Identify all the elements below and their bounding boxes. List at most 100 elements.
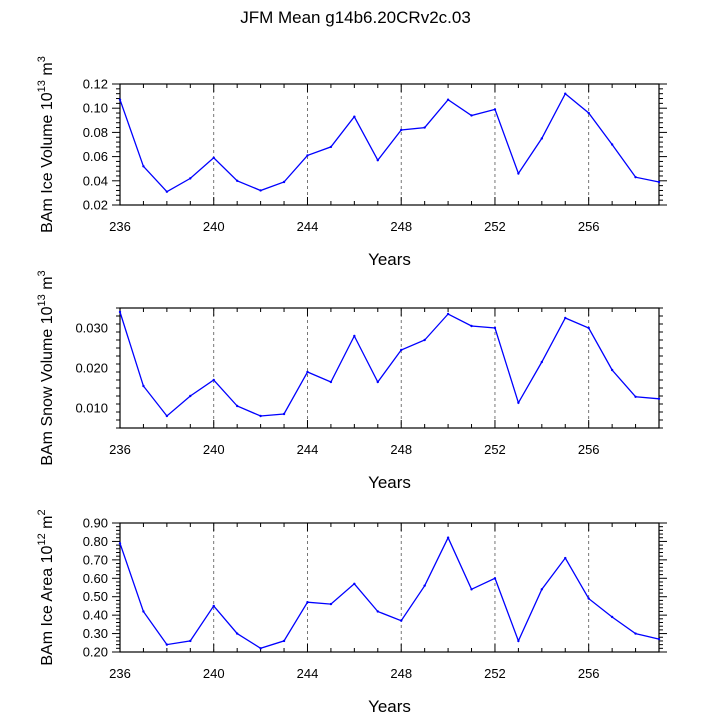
data-point [657,637,661,641]
data-point [587,326,590,330]
data-point [282,180,286,184]
data-point [142,610,145,613]
y-axis-label-unit-exponent: 3 [36,56,48,62]
plot-frame [119,307,660,429]
chart-panel-2: 236 240 244 248 252 256 0.010 0.020 0.030 Years BA… [36,270,663,492]
data-point [564,316,567,320]
data-point [142,384,145,388]
data-point [353,582,356,586]
data-point [306,370,309,374]
data-point [634,395,637,398]
data-point [259,189,262,192]
data-point [470,324,473,328]
x-tick-label: 240 [203,442,225,457]
data-point [118,542,122,545]
y-tick-label: 0.30 [83,626,108,641]
y-axis-label-unit: m [39,62,56,80]
x-tick-label: 240 [203,666,225,681]
series-line [119,311,660,417]
data-point [446,536,450,539]
data-point [212,156,215,160]
data-point [423,584,426,587]
y-axis-label: BAm Snow Volume 1013 m3 [36,270,56,465]
y-axis-label: BAm Ice Area 1012 m2 [36,509,56,665]
data-point [353,115,356,118]
data-point [587,597,590,600]
data-point [353,334,356,338]
y-tick-label: 0.08 [83,125,108,140]
data-point [329,602,333,606]
data-point [540,137,544,140]
chart-title: JFM Mean g14b6.20CRv2c.03 [240,8,471,27]
y-axis-label-unit-exponent: 3 [36,270,48,276]
x-tick-label: 236 [109,219,131,234]
data-point [259,414,262,418]
data-point [423,126,426,129]
y-axis-label-exponent: 13 [36,80,48,92]
x-tick-label: 236 [109,442,131,457]
data-point [610,615,614,619]
x-tick-label: 240 [203,219,225,234]
data-point [470,588,473,591]
y-tick-label: 0.80 [83,534,108,549]
y-axis-label-unit: m [39,276,56,294]
x-axis-label: Years [368,697,411,712]
data-point [329,145,333,149]
data-point [634,175,637,179]
y-tick-label: 0.70 [83,552,108,567]
x-tick-label: 248 [390,442,412,457]
y-axis-label-text: BAm Ice Volume 10 [39,92,56,233]
data-point [540,588,544,591]
y-tick-label: 0.10 [83,101,108,116]
x-tick-label: 244 [297,442,319,457]
series-line [119,536,660,650]
data-point [657,180,661,184]
data-point [235,179,239,182]
data-point [493,326,497,330]
x-tick-label: 256 [578,442,600,457]
data-point [282,412,286,416]
data-point [118,310,122,314]
data-point [610,143,614,146]
y-tick-label: 0.50 [83,589,108,604]
y-tick-label: 0.12 [83,77,108,92]
y-tick-label: 0.20 [83,645,108,660]
y-axis-label-text: BAm Snow Volume 10 [39,306,56,465]
y-tick-label: 0.06 [83,149,108,164]
data-point [400,348,403,352]
data-point [423,338,426,342]
data-point [165,643,169,646]
plot-frame [119,522,660,653]
data-point [329,380,333,384]
y-axis-label-exponent: 12 [36,533,48,545]
data-point [400,128,403,132]
y-tick-label: 0.04 [83,173,108,188]
x-tick-label: 256 [578,219,600,234]
data-point [493,108,497,111]
data-point [142,165,145,168]
data-point [306,601,309,604]
data-point [610,368,614,372]
data-point [282,639,286,643]
plot-frame [119,83,660,206]
y-tick-label: 0.60 [83,571,108,586]
data-point [517,401,520,404]
x-tick-label: 236 [109,666,131,681]
y-axis-label-unit: m [39,516,56,534]
x-tick-label: 244 [297,219,319,234]
data-point [564,92,567,95]
data-point [235,404,239,408]
data-point [212,604,215,608]
data-point [189,639,192,643]
series-line [119,92,660,193]
data-point [306,154,309,157]
data-point [634,632,637,635]
data-point [118,98,122,101]
y-axis-label-text: BAm Ice Area 10 [39,545,56,665]
y-tick-label: 0.020 [75,361,108,376]
data-point [470,114,473,117]
data-point [446,312,450,316]
data-point [235,632,239,635]
data-point [587,111,590,115]
